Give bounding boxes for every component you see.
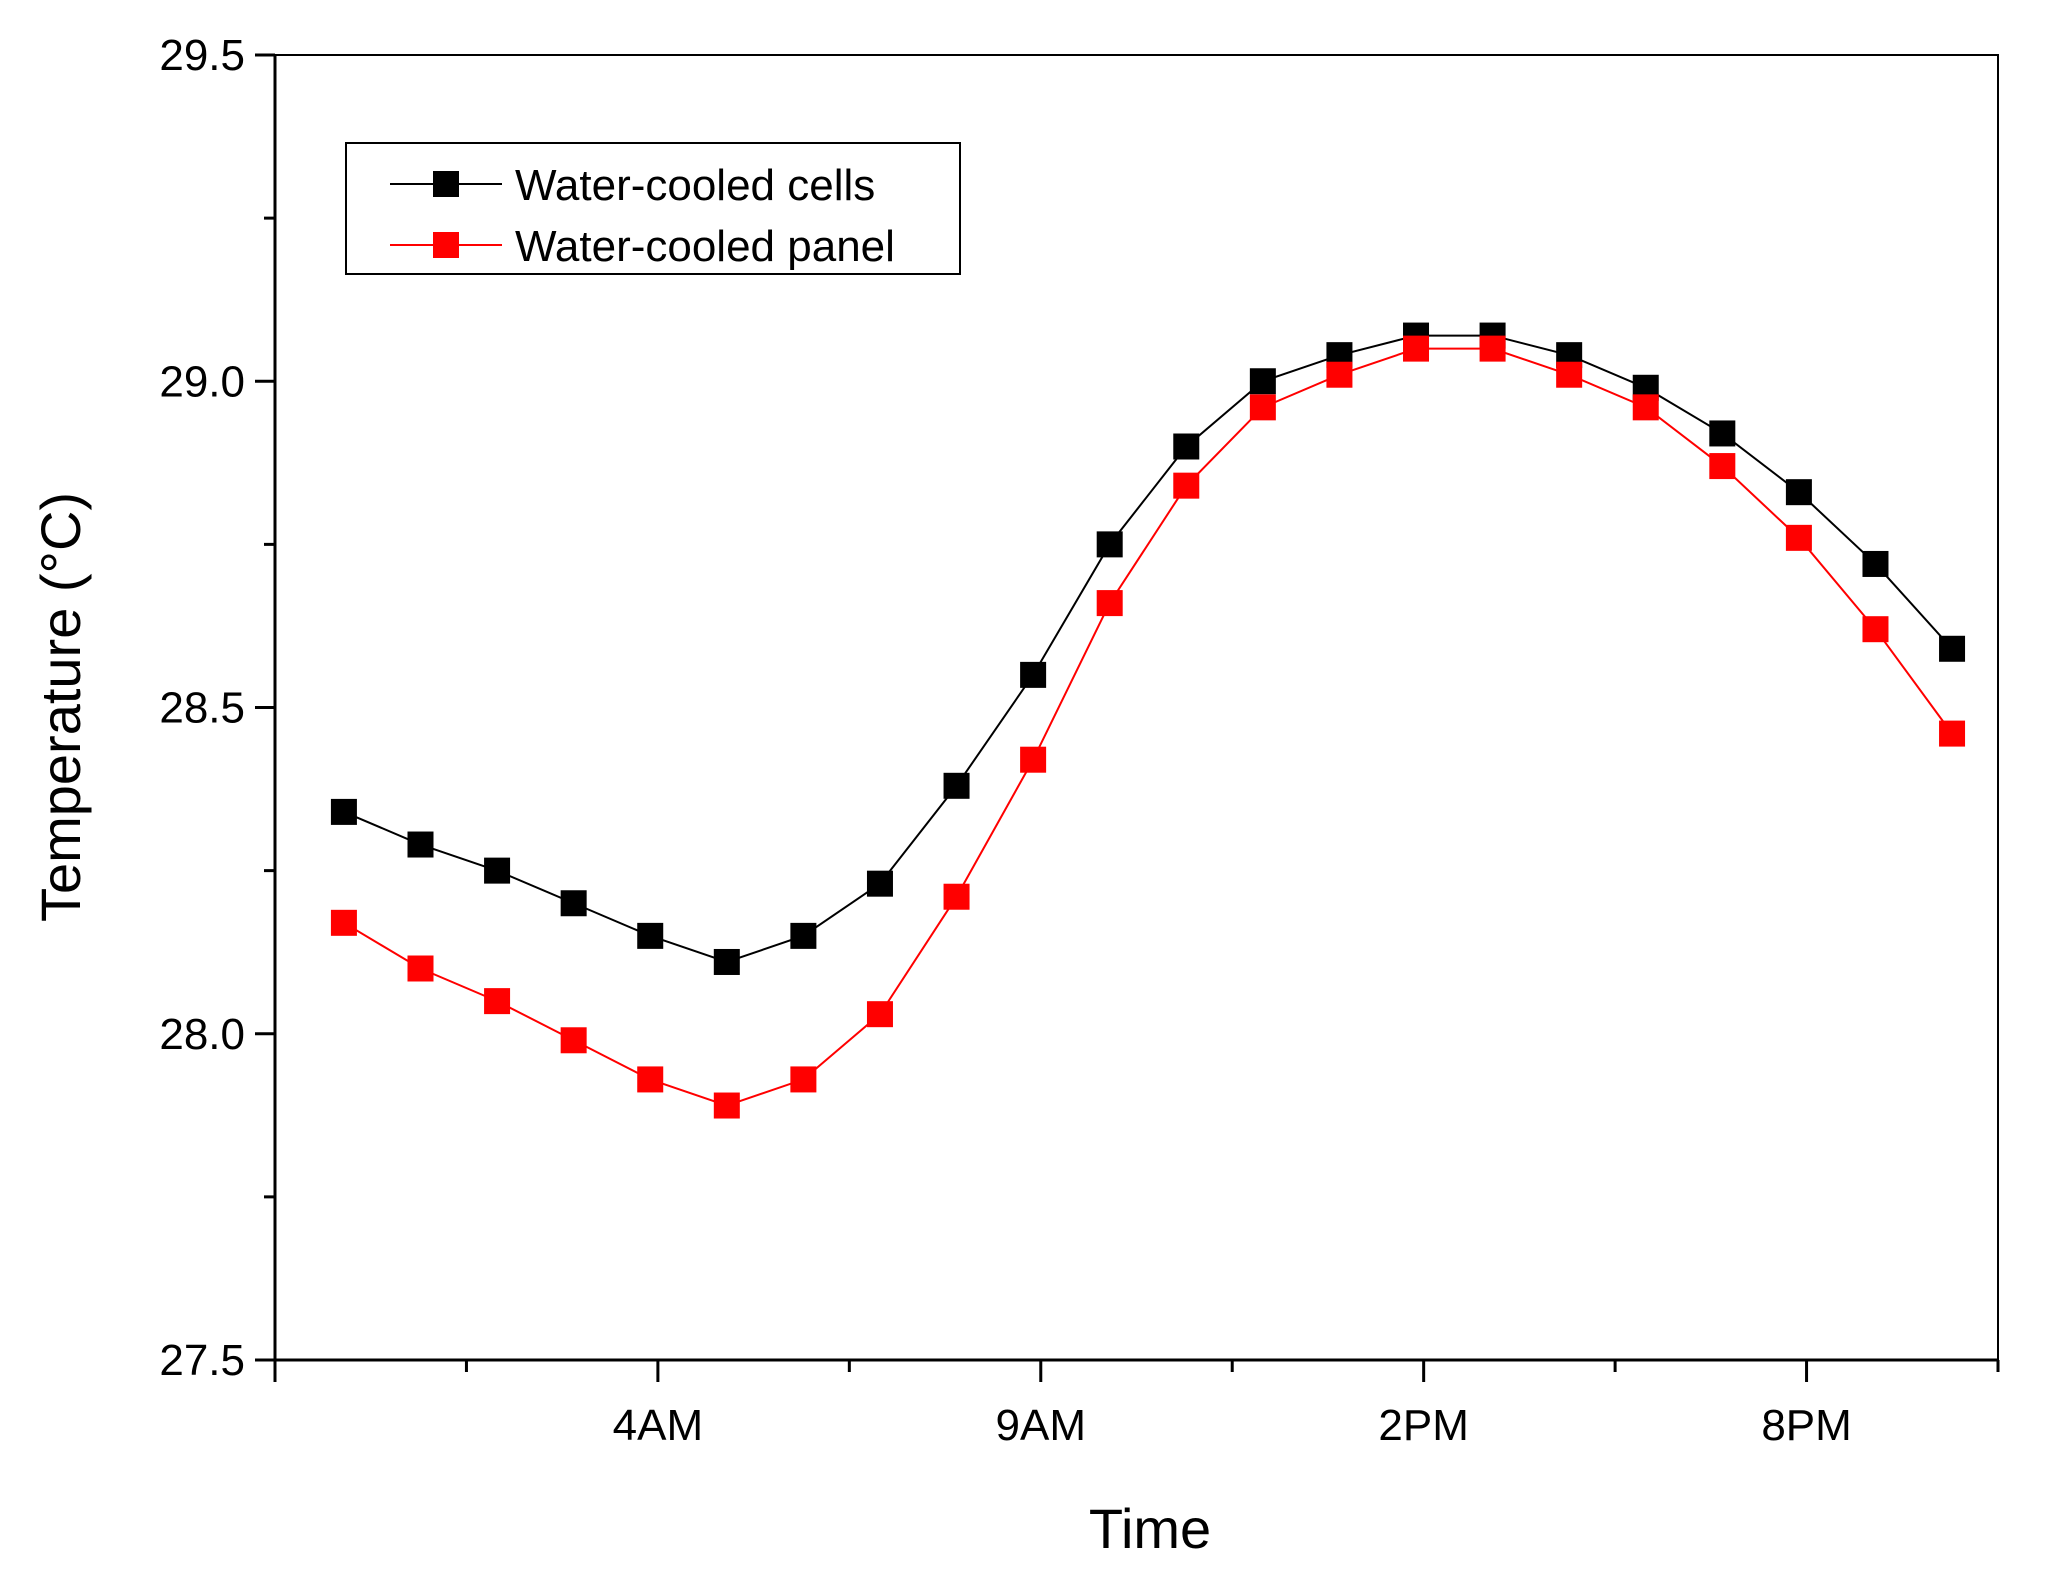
x-tick-label: 4AM — [613, 1401, 703, 1450]
series-marker — [1939, 720, 1966, 747]
series-2 — [330, 335, 1966, 1119]
series-marker — [1249, 394, 1276, 421]
series-marker — [1249, 368, 1276, 395]
series-marker — [866, 870, 893, 897]
y-tick-label: 29.0 — [159, 357, 245, 406]
series-marker — [1862, 616, 1889, 643]
y-axis-title: Temperature (°C) — [29, 492, 92, 922]
series-marker — [1785, 524, 1812, 551]
series-marker — [1403, 335, 1430, 362]
x-tick-label: 8PM — [1761, 1401, 1851, 1450]
series-marker — [1785, 479, 1812, 506]
series-line — [343, 334, 1953, 964]
series-marker — [637, 922, 664, 949]
series-marker — [407, 955, 434, 982]
y-tick-label: 28.0 — [159, 1010, 245, 1059]
legend: Water-cooled cells Water-cooled panel — [345, 142, 961, 275]
series-marker — [637, 1066, 664, 1093]
legend-marker — [433, 232, 459, 258]
y-tick-label: 28.5 — [159, 684, 245, 733]
series-marker — [1326, 361, 1353, 388]
x-tick-label: 2PM — [1378, 1401, 1468, 1450]
series-marker — [713, 1092, 740, 1119]
series-marker — [790, 1066, 817, 1093]
series-marker — [1020, 661, 1047, 688]
series-marker — [1173, 433, 1200, 460]
series-marker — [790, 922, 817, 949]
series-marker — [330, 798, 357, 825]
legend-label: Water-cooled panel — [515, 222, 895, 271]
x-tick-label: 9AM — [996, 1401, 1086, 1450]
series-marker — [1020, 746, 1047, 773]
y-tick-label: 27.5 — [159, 1336, 245, 1385]
series-marker — [1096, 531, 1123, 558]
series-marker — [1939, 635, 1966, 662]
axes: 27.5 28.0 28.5 29.0 29.5 4AM 9AM 2PM 8PM — [159, 31, 2000, 1450]
series-marker — [713, 948, 740, 975]
series-layer — [330, 322, 1966, 1119]
series-marker — [1709, 420, 1736, 447]
series-marker — [1709, 453, 1736, 480]
series-marker — [560, 1027, 587, 1054]
series-1 — [330, 322, 1966, 975]
y-tick-label: 29.5 — [159, 31, 245, 80]
series-marker — [1862, 550, 1889, 577]
series-marker — [330, 909, 357, 936]
series-marker — [943, 883, 970, 910]
series-marker — [407, 831, 434, 858]
series-marker — [560, 890, 587, 917]
series-marker — [1173, 472, 1200, 499]
series-marker — [866, 1001, 893, 1028]
x-axis-title: Time — [1089, 1497, 1211, 1560]
legend-label: Water-cooled cells — [515, 161, 875, 210]
series-marker — [1556, 361, 1583, 388]
series-marker — [1632, 394, 1659, 421]
series-marker — [1479, 335, 1506, 362]
legend-marker — [433, 171, 459, 197]
series-marker — [1096, 590, 1123, 617]
series-marker — [484, 988, 511, 1015]
series-marker — [943, 772, 970, 799]
series-marker — [484, 857, 511, 884]
series-line — [343, 347, 1953, 1107]
